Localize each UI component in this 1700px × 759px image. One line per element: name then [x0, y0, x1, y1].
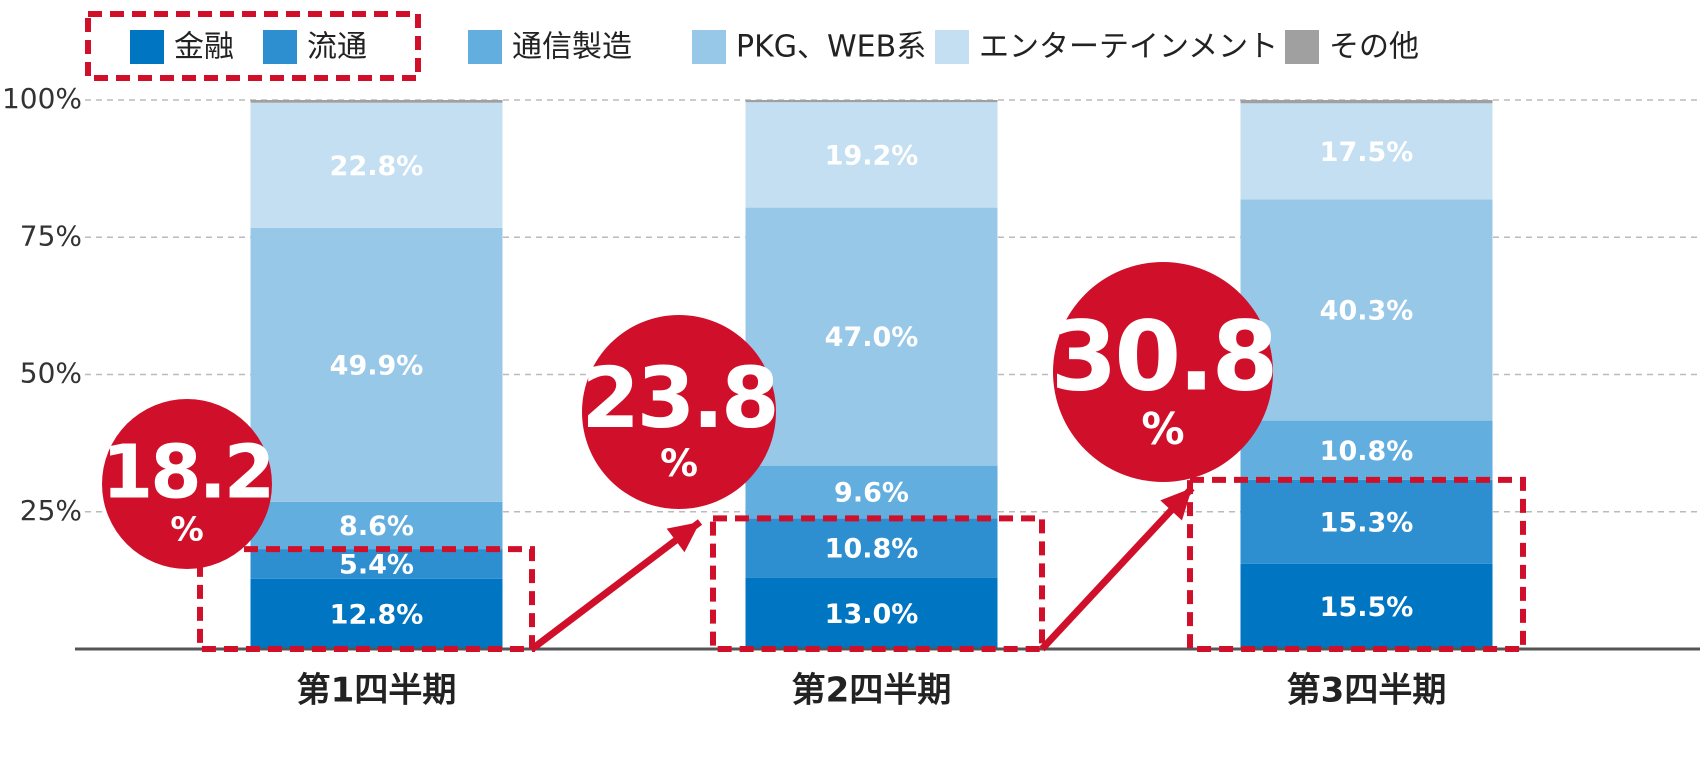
legend-label: エンターテインメント [979, 30, 1278, 65]
value-label: 17.5% [1320, 137, 1414, 168]
legend-label: PKG、WEB系 [736, 30, 926, 65]
bar-segment [1240, 420, 1493, 480]
legend-swatch [130, 30, 164, 64]
value-label: 15.5% [1320, 592, 1414, 623]
bar-segment [250, 501, 503, 550]
bar-segment [1240, 563, 1493, 649]
bar-segment [250, 100, 503, 103]
bar-segment [250, 578, 503, 649]
value-label: 10.8% [1320, 436, 1414, 467]
arrow-head [666, 522, 700, 553]
bar-segment [250, 227, 503, 502]
x-tick-label: 第2四半期 [792, 671, 952, 711]
legend-label: その他 [1329, 30, 1419, 65]
x-tick-label: 第1四半期 [297, 671, 457, 711]
arrow-head [1160, 488, 1192, 521]
bar-segment [745, 102, 998, 208]
callout-circle [1053, 262, 1273, 482]
value-label: 13.0% [825, 599, 919, 630]
value-label: 8.6% [339, 511, 414, 542]
legend-swatch [1285, 30, 1319, 64]
callout-circle [582, 315, 776, 509]
bar-segment [1240, 479, 1493, 564]
legend-label: 通信製造 [512, 30, 632, 65]
arrow-line [529, 519, 703, 652]
legend-swatch [692, 30, 726, 64]
y-tick-label: 25% [20, 494, 82, 527]
value-label: 19.2% [825, 140, 919, 171]
callout-circle [102, 399, 272, 569]
legend-label: 流通 [307, 30, 367, 65]
bar-segment [250, 549, 503, 579]
y-tick-label: 75% [20, 219, 82, 252]
legend-swatch [935, 30, 969, 64]
value-label: 10.8% [825, 533, 919, 564]
value-label: 15.3% [1320, 507, 1414, 538]
legend-highlight [85, 11, 421, 81]
highlight-box [1187, 476, 1526, 652]
highlight-box [710, 515, 1045, 653]
bar-segment [745, 577, 998, 649]
bar-segment [745, 518, 998, 578]
value-label: 40.3% [1320, 295, 1414, 326]
highlight-box [197, 546, 535, 652]
bar-segment [745, 465, 998, 519]
legend-label: 金融 [174, 30, 234, 65]
bar-segment [1240, 100, 1493, 104]
bar-segment [250, 102, 503, 228]
callout-unit: % [170, 509, 203, 548]
y-tick-label: 100% [2, 82, 82, 115]
bar-segment [1240, 199, 1493, 421]
value-label: 49.9% [330, 350, 424, 381]
arrow-line [1039, 485, 1195, 652]
x-tick-label: 第3四半期 [1287, 671, 1447, 711]
y-tick-label: 50% [20, 357, 82, 390]
value-label: 12.8% [330, 599, 424, 630]
callout-value: 18.2 [102, 430, 273, 516]
legend-swatch [468, 30, 502, 64]
value-label: 47.0% [825, 322, 919, 353]
bar-segment [745, 207, 998, 466]
value-label: 9.6% [834, 477, 909, 508]
legend-swatch [263, 30, 297, 64]
value-label: 5.4% [339, 549, 414, 580]
callout-unit: % [1141, 405, 1184, 455]
bar-segment [1240, 103, 1493, 200]
callout-value: 30.8 [1051, 301, 1276, 413]
callout-unit: % [660, 441, 698, 485]
bar-segment [745, 100, 998, 103]
callout-value: 23.8 [581, 349, 776, 447]
value-label: 22.8% [330, 151, 424, 182]
